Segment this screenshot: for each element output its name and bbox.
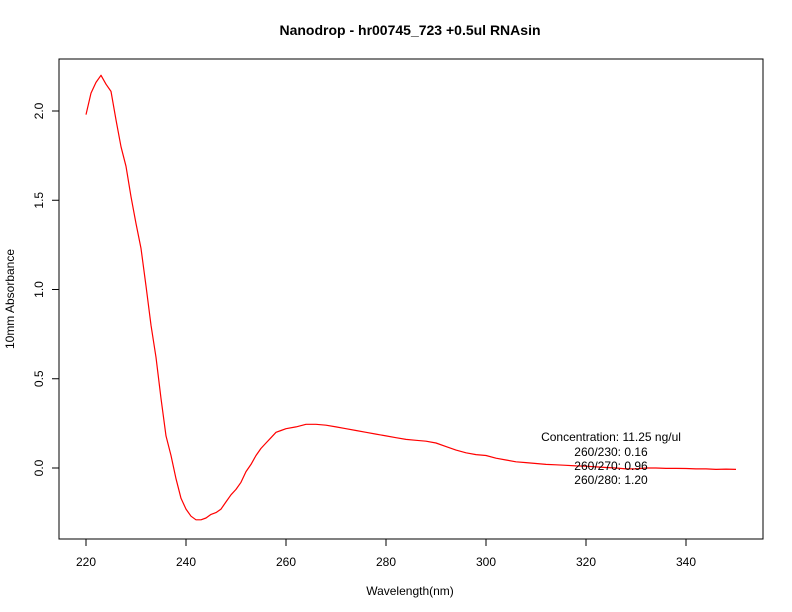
x-tick-label: 280	[376, 555, 396, 569]
y-tick-label: 0.5	[32, 370, 46, 387]
y-tick-label: 1.5	[32, 192, 46, 209]
absorbance-series-line	[85, 74, 737, 521]
x-axis: 220 240 260 280 300 320 340	[76, 538, 696, 569]
y-tick-label: 1.0	[32, 281, 46, 298]
y-tick-label: 2.0	[32, 102, 46, 119]
series-layer	[85, 74, 737, 521]
stats-annotation: Concentration: 11.25 ng/ul 260/230: 0.16…	[541, 430, 681, 487]
annotation-concentration: Concentration: 11.25 ng/ul	[541, 430, 681, 444]
x-tick-label: 320	[576, 555, 596, 569]
x-tick-label: 260	[276, 555, 296, 569]
x-tick-label: 220	[76, 555, 96, 569]
annotation-ratio-260-280: 260/280: 1.20	[574, 473, 648, 487]
annotation-ratio-260-270: 260/270: 0.96	[574, 459, 648, 473]
y-axis: 0.0 0.5 1.0 1.5 2.0	[32, 102, 60, 476]
x-tick-label: 240	[176, 555, 196, 569]
x-tick-label: 300	[476, 555, 496, 569]
plot-frame	[58, 58, 764, 540]
x-tick-label: 340	[676, 555, 696, 569]
annotation-ratio-260-230: 260/230: 0.16	[574, 445, 648, 459]
chart-title: Nanodrop - hr00745_723 +0.5ul RNAsin	[279, 22, 540, 38]
y-axis-title: 10mm Absorbance	[3, 249, 17, 349]
y-tick-label: 0.0	[32, 459, 46, 476]
x-axis-title: Wavelength(nm)	[366, 584, 454, 598]
